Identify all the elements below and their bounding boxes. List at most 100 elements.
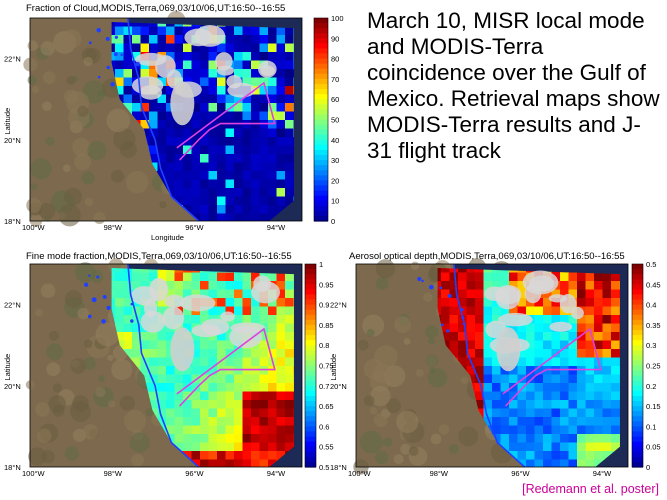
retrieval-pixel — [191, 60, 201, 70]
retrieval-pixel — [441, 323, 450, 333]
retrieval-pixel — [225, 366, 235, 375]
retrieval-pixel — [441, 315, 450, 324]
retrieval-pixel — [115, 60, 124, 70]
cloud-patch — [226, 75, 242, 89]
colorbar-tick-label: 50 — [331, 116, 339, 125]
colorbar-segment — [314, 205, 328, 212]
retrieval-pixel — [234, 315, 243, 324]
retrieval-pixel — [200, 315, 209, 324]
retrieval-pixel — [500, 442, 510, 452]
retrieval-pixel — [268, 374, 277, 384]
longitude-tick-label: 100°W — [22, 469, 46, 478]
retrieval-pixel — [115, 281, 124, 290]
retrieval-pixel — [157, 374, 167, 384]
retrieval-pixel — [208, 111, 218, 121]
retrieval-pixel — [577, 281, 586, 290]
retrieval-pixel — [594, 315, 603, 324]
inland-water — [130, 319, 134, 323]
retrieval-pixel — [611, 425, 620, 435]
terrain-patch — [52, 383, 63, 393]
retrieval-pixel — [483, 272, 493, 282]
retrieval-pixel — [115, 52, 124, 61]
retrieval-pixel — [619, 349, 620, 358]
retrieval-pixel — [500, 417, 510, 426]
colorbar-segment — [632, 411, 643, 417]
retrieval-pixel — [191, 205, 201, 214]
retrieval-pixel — [466, 366, 476, 375]
cloud-patch — [498, 312, 533, 327]
retrieval-pixel — [242, 349, 252, 358]
colorbar-segment — [314, 165, 328, 171]
retrieval-pixel — [208, 391, 218, 401]
terrain-patch — [83, 339, 93, 349]
retrieval-pixel — [115, 289, 124, 299]
retrieval-pixel — [475, 400, 484, 409]
retrieval-pixel — [208, 459, 218, 468]
retrieval-pixel — [132, 268, 141, 273]
terrain-patch — [425, 325, 439, 339]
retrieval-pixel — [225, 162, 235, 172]
retrieval-pixel — [234, 272, 243, 282]
terrain-patch — [27, 40, 39, 51]
retrieval-pixel — [293, 69, 294, 78]
colorbar-segment — [314, 129, 328, 136]
terrain-patch — [63, 164, 71, 173]
retrieval-pixel — [543, 349, 552, 358]
retrieval-pixel — [183, 451, 192, 460]
retrieval-pixel — [293, 400, 294, 409]
colorbar-frame — [304, 263, 317, 468]
colorbar-segment — [305, 446, 316, 453]
retrieval-pixel — [560, 459, 569, 468]
retrieval-pixel — [285, 425, 294, 435]
cloud-patch — [220, 311, 235, 322]
retrieval-pixel — [526, 357, 535, 367]
retrieval-pixel — [251, 366, 260, 375]
retrieval-pixel — [285, 391, 294, 401]
retrieval-pixel — [217, 188, 226, 197]
colorbar-segment — [305, 411, 316, 417]
colorbar-segment — [305, 264, 316, 270]
retrieval-pixel — [594, 434, 603, 443]
retrieval-pixel — [509, 451, 518, 460]
retrieval-pixel — [585, 383, 595, 392]
terrain-patch — [29, 214, 43, 227]
retrieval-pixel — [174, 374, 184, 384]
retrieval-pixel — [577, 366, 586, 375]
retrieval-pixel — [251, 205, 260, 214]
retrieval-pixel — [234, 459, 243, 468]
retrieval-pixel — [217, 120, 226, 129]
retrieval-pixel — [276, 374, 286, 384]
retrieval-pixel — [157, 357, 167, 367]
retrieval-pixel — [602, 332, 612, 341]
retrieval-pixel — [251, 35, 260, 44]
retrieval-pixel — [149, 26, 158, 36]
retrieval-pixel — [149, 103, 158, 112]
retrieval-pixel — [441, 268, 450, 273]
retrieval-pixel — [492, 349, 501, 358]
retrieval-pixel — [166, 86, 175, 95]
retrieval-pixel — [225, 323, 235, 333]
retrieval-pixel — [174, 425, 184, 435]
retrieval-pixel — [183, 417, 192, 426]
longitude-tick-label: 94°W — [593, 469, 612, 478]
retrieval-pixel — [191, 171, 201, 180]
retrieval-pixel — [166, 162, 175, 172]
colorbar-segment — [305, 335, 316, 341]
retrieval-pixel — [200, 340, 209, 350]
retrieval-pixel — [174, 60, 184, 70]
terrain-patch — [423, 292, 433, 302]
retrieval-pixel — [602, 417, 612, 426]
retrieval-pixel — [517, 289, 527, 299]
retrieval-pixel — [449, 323, 459, 333]
retrieval-pixel — [534, 425, 544, 435]
retrieval-pixel — [251, 103, 260, 112]
retrieval-pixel — [526, 442, 535, 452]
retrieval-pixel — [594, 306, 603, 316]
retrieval-pixel — [251, 374, 260, 384]
retrieval-pixel — [166, 408, 175, 418]
colorbar-segment — [632, 436, 643, 443]
retrieval-pixel — [234, 213, 243, 222]
terrain-patch — [359, 430, 383, 454]
retrieval-pixel — [551, 298, 561, 307]
retrieval-pixel — [276, 366, 286, 375]
